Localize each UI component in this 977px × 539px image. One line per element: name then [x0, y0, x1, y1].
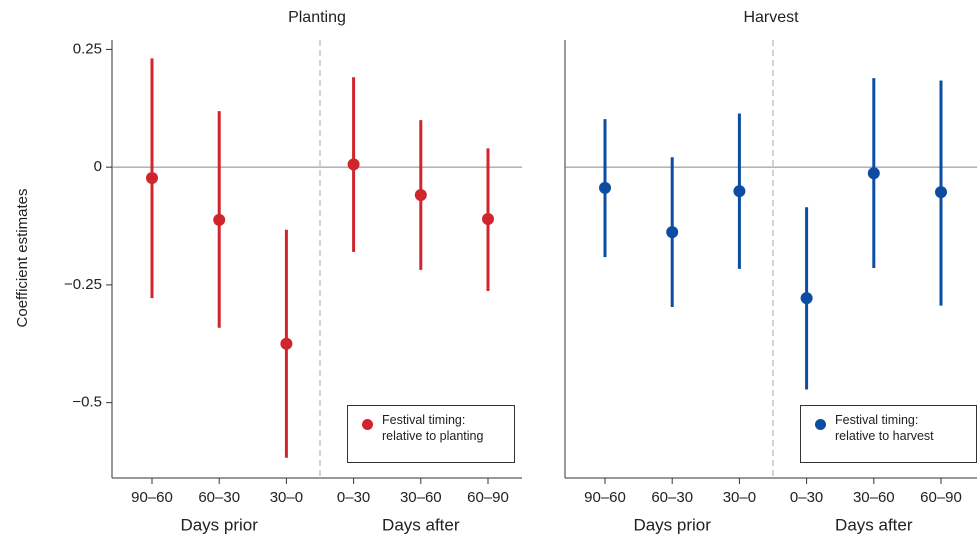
x-tick-label: 90–60: [131, 489, 173, 506]
x-tick-label: 30–0: [270, 489, 303, 506]
point: [666, 226, 679, 239]
x-tick-label: 0–30: [337, 489, 370, 506]
point: [599, 181, 611, 194]
x-group-label: Days prior: [633, 515, 711, 534]
x-group-label: Days after: [382, 515, 460, 534]
point: [213, 213, 226, 226]
point: [867, 167, 880, 180]
point: [800, 292, 813, 305]
y-axis-title: Coefficient estimates: [14, 189, 31, 328]
x-tick-label: 60–30: [651, 489, 693, 506]
point: [414, 188, 427, 201]
legend: Festival timing: relative to harvest: [800, 405, 977, 463]
x-tick-label: 60–90: [920, 489, 962, 506]
legend: Festival timing: relative to planting: [347, 405, 515, 463]
legend-marker: [362, 419, 373, 430]
panel-title: Planting: [288, 9, 346, 26]
point: [935, 186, 947, 199]
legend-marker: [815, 419, 826, 430]
y-tick-label: −0.5: [72, 394, 102, 411]
point: [733, 185, 746, 198]
x-tick-label: 30–60: [853, 489, 895, 506]
y-tick-label: 0.25: [73, 40, 102, 57]
x-tick-label: 60–90: [467, 489, 509, 506]
y-tick-label: 0: [94, 158, 102, 175]
legend-label: Festival timing: relative to harvest: [835, 413, 934, 443]
panel-title: Harvest: [743, 9, 799, 26]
x-group-label: Days after: [835, 515, 913, 534]
x-tick-label: 90–60: [584, 489, 626, 506]
point: [146, 171, 158, 184]
point: [280, 337, 293, 350]
x-tick-label: 0–30: [790, 489, 823, 506]
point: [347, 158, 360, 171]
legend-label: Festival timing: relative to planting: [382, 413, 484, 443]
x-tick-label: 30–0: [723, 489, 756, 506]
x-tick-label: 30–60: [400, 489, 442, 506]
x-tick-label: 60–30: [198, 489, 240, 506]
point: [482, 212, 494, 225]
x-group-label: Days prior: [180, 515, 258, 534]
y-tick-label: −0.25: [64, 276, 102, 293]
